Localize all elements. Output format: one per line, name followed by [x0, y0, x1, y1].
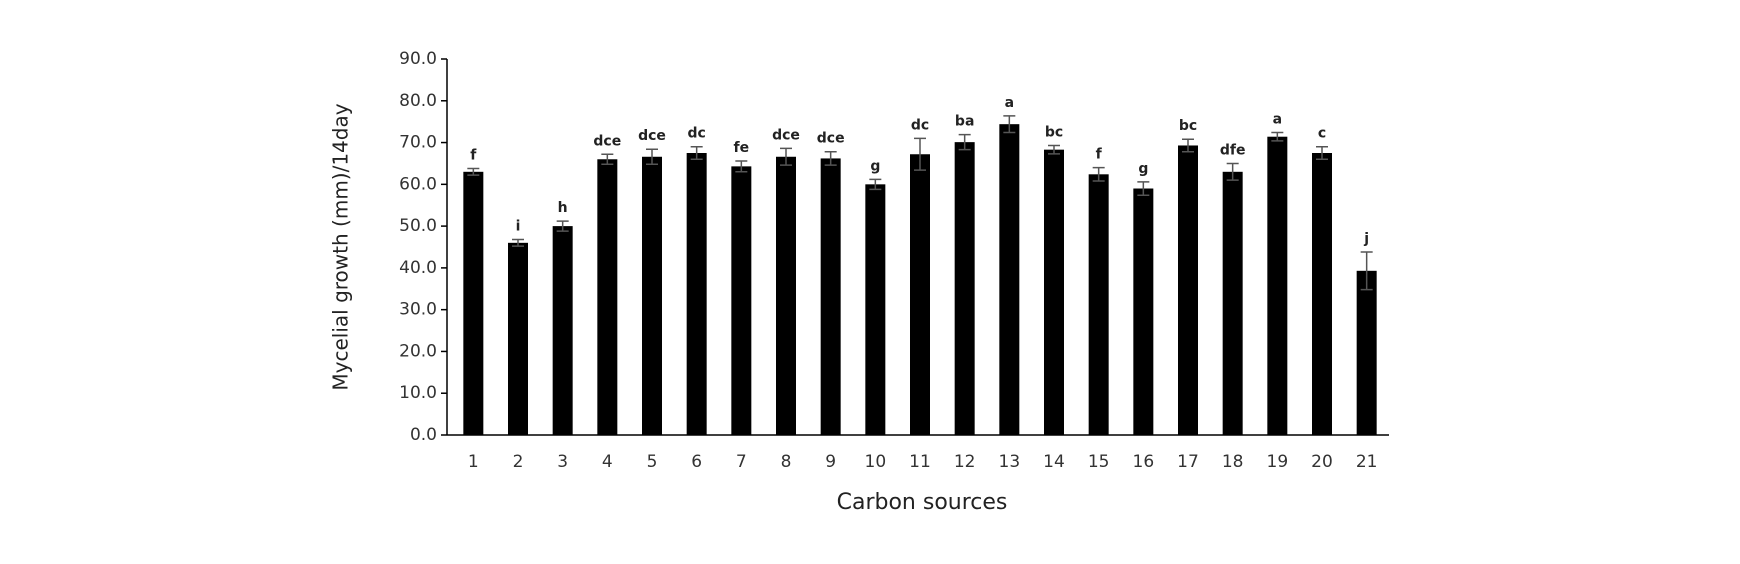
bar	[731, 166, 752, 435]
x-tick-label: 18	[1222, 452, 1244, 472]
significance-letter: c	[1318, 126, 1326, 142]
error-bar	[646, 148, 658, 166]
significance-letter: bc	[1045, 124, 1063, 140]
significance-letter: ba	[955, 114, 974, 130]
x-tick-label: 4	[602, 452, 613, 472]
significance-letter: g	[870, 158, 880, 174]
error-bar	[958, 133, 971, 151]
y-axis-title: Mycelial growth (mm)/14day	[329, 103, 353, 390]
significance-letter: f	[470, 147, 477, 163]
significance-letter: a	[1273, 112, 1282, 128]
error-bar	[1048, 144, 1060, 155]
error-bar	[1137, 181, 1150, 196]
error-bar	[690, 145, 703, 161]
x-tick-label: 19	[1267, 452, 1289, 472]
error-bar	[601, 153, 614, 166]
error-bar	[1360, 251, 1373, 291]
x-tick-label: 16	[1133, 452, 1155, 472]
error-bar	[1182, 138, 1194, 153]
significance-letter: j	[1363, 231, 1369, 247]
bar	[1088, 174, 1109, 435]
error-bar	[1271, 131, 1284, 142]
x-tick-label: 9	[825, 452, 836, 472]
x-tick-label: 6	[691, 452, 702, 472]
x-tick-label: 11	[909, 452, 931, 472]
significance-letter: i	[516, 218, 521, 234]
significance-letter: dc	[688, 126, 706, 142]
y-tick-label: 0.0	[410, 425, 437, 445]
bar	[776, 156, 796, 435]
bar	[1267, 136, 1288, 435]
error-bar	[1092, 166, 1105, 182]
y-tick-label: 90.0	[399, 49, 437, 69]
significance-letter: bc	[1179, 118, 1197, 134]
bar	[1312, 153, 1332, 435]
x-tick-label: 2	[513, 452, 524, 472]
bar	[865, 184, 886, 435]
bar	[463, 171, 484, 436]
significance-letter: dce	[593, 133, 621, 149]
error-bar	[1316, 145, 1328, 161]
bar	[1356, 270, 1377, 435]
error-bar	[914, 137, 926, 171]
x-tick-label: 12	[954, 452, 976, 472]
x-tick-label: 17	[1177, 452, 1199, 472]
x-tick-label: 15	[1088, 452, 1110, 472]
significance-letter: dce	[772, 127, 800, 143]
error-bar	[780, 147, 792, 166]
x-tick-label: 7	[736, 452, 747, 472]
significance-letter: dfe	[1220, 142, 1246, 158]
bar	[820, 158, 841, 436]
y-tick-label: 40.0	[399, 258, 437, 278]
y-tick-label: 30.0	[399, 300, 437, 320]
bar	[1133, 188, 1154, 435]
error-bar	[467, 167, 480, 176]
bar	[1044, 149, 1064, 435]
significance-letter: fe	[734, 140, 750, 156]
error-bar	[824, 150, 837, 166]
x-axis-title: Carbon sources	[837, 490, 1008, 515]
x-tick-label: 1	[468, 452, 479, 472]
bar	[1178, 145, 1198, 436]
bar	[1222, 171, 1243, 436]
bar	[910, 154, 930, 435]
significance-letter: dc	[911, 117, 929, 133]
y-tick-label: 10.0	[399, 383, 437, 403]
x-tick-label: 5	[647, 452, 658, 472]
error-bar	[1226, 162, 1239, 181]
x-tick-label: 14	[1043, 452, 1065, 472]
bar	[999, 124, 1020, 435]
error-bar	[1003, 115, 1016, 134]
bar	[954, 142, 975, 436]
error-bar	[512, 238, 524, 247]
y-tick-label: 70.0	[399, 133, 437, 153]
error-bar	[869, 178, 882, 191]
x-tick-label: 10	[865, 452, 887, 472]
y-tick-label: 60.0	[399, 174, 437, 194]
error-bar	[735, 160, 748, 173]
x-tick-label: 21	[1356, 452, 1378, 472]
significance-letter: g	[1138, 161, 1148, 177]
bar	[508, 242, 528, 435]
significance-letter: dce	[638, 128, 666, 144]
significance-letter: dce	[817, 131, 845, 147]
y-tick-label: 20.0	[399, 341, 437, 361]
x-tick-label: 3	[557, 452, 568, 472]
x-tick-label: 13	[999, 452, 1021, 472]
y-tick-label: 50.0	[399, 216, 437, 236]
error-bar	[556, 220, 569, 232]
significance-letter: h	[558, 200, 568, 216]
bar	[597, 159, 618, 435]
x-tick-label: 20	[1311, 452, 1333, 472]
bar	[642, 156, 662, 435]
bar	[552, 226, 573, 435]
y-tick-label: 80.0	[399, 91, 437, 111]
significance-letter: a	[1005, 95, 1014, 111]
x-tick-label: 8	[781, 452, 792, 472]
bar	[686, 153, 707, 435]
significance-letter: f	[1096, 147, 1103, 163]
